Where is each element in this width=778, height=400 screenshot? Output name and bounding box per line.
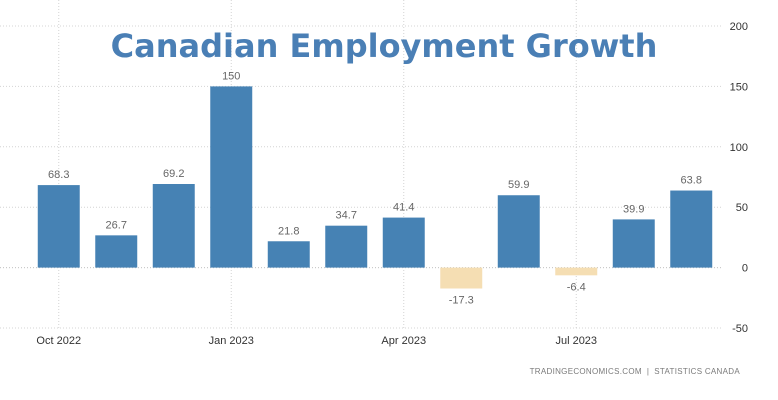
data-label: 34.7 — [336, 210, 357, 222]
y-tick-label: 0 — [742, 263, 748, 275]
x-tick-label: Oct 2022 — [36, 335, 81, 347]
source-credit: TRADINGECONOMICS.COM | STATISTICS CANADA — [530, 367, 741, 376]
data-label: 63.8 — [681, 175, 702, 187]
bar — [440, 267, 483, 289]
data-label: 21.8 — [278, 225, 299, 237]
bar — [37, 185, 80, 268]
data-label: 69.2 — [163, 168, 184, 180]
x-tick-label: Apr 2023 — [381, 335, 426, 347]
data-label: -17.3 — [449, 294, 474, 306]
chart-title: Canadian Employment Growth — [111, 27, 658, 65]
data-label: 150 — [222, 70, 240, 82]
bars — [37, 86, 713, 289]
data-label: 41.4 — [393, 202, 414, 214]
bar — [95, 235, 138, 268]
y-tick-label: -50 — [732, 323, 748, 335]
data-label: 39.9 — [623, 203, 644, 215]
bar — [612, 219, 655, 268]
y-tick-label: 100 — [730, 142, 748, 154]
bar — [670, 190, 713, 268]
bar — [325, 225, 368, 268]
x-tick-label: Jan 2023 — [209, 335, 254, 347]
bar — [497, 195, 540, 268]
bar — [382, 217, 425, 268]
data-label: 68.3 — [48, 169, 69, 181]
x-tick-label: Jul 2023 — [555, 335, 597, 347]
bar — [555, 267, 598, 276]
bar — [152, 184, 195, 268]
data-label: 26.7 — [106, 219, 127, 231]
y-axis: 200 150 100 50 0 -50 — [730, 21, 748, 335]
y-tick-label: 50 — [736, 202, 748, 214]
bar — [210, 86, 253, 268]
data-labels: 68.3 26.7 69.2 150 21.8 34.7 41.4 -17.3 59.9 -6.4… — [48, 70, 702, 306]
y-tick-label: 200 — [730, 21, 748, 33]
x-axis: Oct 2022 Jan 2023 Apr 2023 Jul 2023 — [36, 335, 597, 347]
data-label: 59.9 — [508, 179, 529, 191]
bar — [267, 241, 310, 268]
data-label: -6.4 — [567, 281, 586, 293]
y-tick-label: 150 — [730, 81, 748, 93]
